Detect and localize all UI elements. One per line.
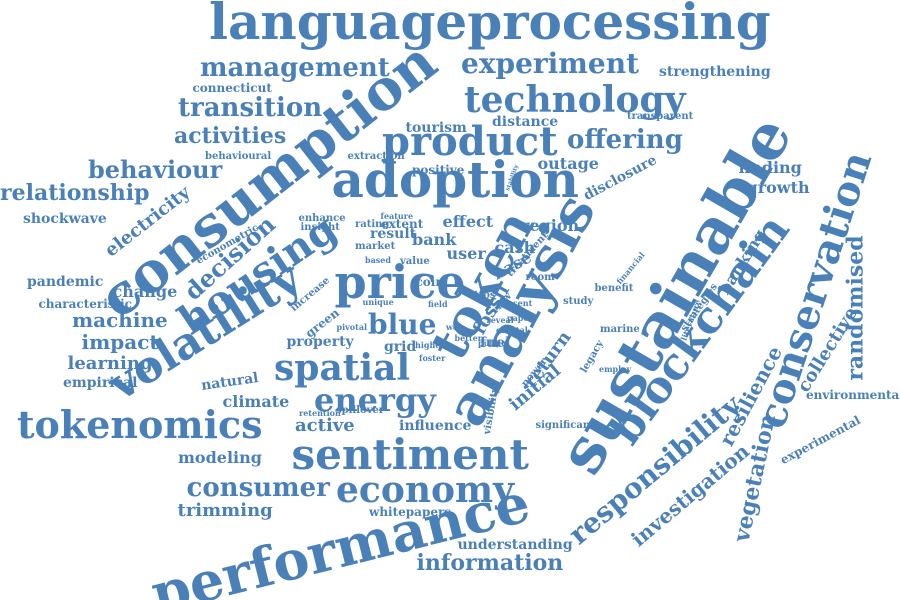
word-impact: impact <box>81 330 159 354</box>
word-tokenomics: tokenomics <box>17 402 263 447</box>
word-foster: foster <box>419 353 446 363</box>
word-user: user <box>446 244 486 263</box>
word-natural: natural <box>200 370 260 394</box>
word-room: room <box>525 272 555 283</box>
word-distance: distance <box>492 114 559 130</box>
word-employ: employ <box>599 364 632 374</box>
word-study: study <box>563 296 594 307</box>
word-spatial: spatial <box>274 347 411 389</box>
word-energy: energy <box>314 381 436 419</box>
word-tourism: tourism <box>405 120 467 136</box>
word-economy: economy <box>336 469 515 511</box>
word-positive: positive <box>412 163 465 177</box>
word-blue: blue <box>368 308 437 341</box>
word-adoption: adoption <box>331 150 579 209</box>
word-product: product <box>382 118 558 165</box>
word-market: market <box>355 241 396 252</box>
word-reveal: reveal <box>486 315 514 325</box>
word-spillover: spillover <box>336 405 385 416</box>
word-trimming: trimming <box>177 500 273 521</box>
word-empirical: empirical <box>63 375 138 391</box>
word-whitepapers: whitepapers <box>369 505 452 519</box>
word-connecticut: connecticut <box>192 81 272 95</box>
word-behaviour: behaviour <box>88 155 223 184</box>
word-public: public <box>478 338 506 348</box>
word-transparent: transparent <box>627 111 694 122</box>
word-coin: coin <box>415 275 445 289</box>
word-consumer: consumer <box>186 473 330 503</box>
word-extent: extent <box>381 217 424 231</box>
word-environmental: environmental <box>806 388 900 402</box>
word-finding: finding <box>738 158 802 177</box>
word-growth: growth <box>746 178 810 197</box>
word-grid: grid <box>384 339 417 355</box>
word-region: region <box>521 216 580 235</box>
word-strengthening: strengthening <box>659 64 771 80</box>
word-machine: machine <box>72 308 168 332</box>
word-paper: paper <box>507 313 533 323</box>
word-characteristic: characteristic <box>38 297 132 311</box>
word-understanding: understanding <box>457 537 573 553</box>
word-languageprocessing: languageprocessing <box>209 0 771 51</box>
word-behavioural: behavioural <box>205 151 272 162</box>
word-fuel: fuel <box>480 335 511 351</box>
word-ttos: ttos <box>474 290 496 301</box>
word-web: web <box>446 322 464 332</box>
word-price: price <box>334 255 466 309</box>
word-experiment: experiment <box>461 47 640 80</box>
word-sentiment: sentiment <box>291 430 529 479</box>
word-transition: transition <box>178 93 323 123</box>
word-significant: significant <box>535 420 595 431</box>
word-bank: bank <box>412 230 457 249</box>
word-higher: higher <box>415 340 445 350</box>
word-recent: recent <box>503 298 533 308</box>
word-better: better <box>454 333 482 343</box>
word-active: active <box>295 415 355 436</box>
word-influence: influence <box>399 418 472 434</box>
word-shockwave: shockwave <box>23 211 107 227</box>
word-change: change <box>112 282 178 301</box>
word-information: information <box>416 550 564 576</box>
word-result: result <box>370 226 417 242</box>
word-retention: retention <box>299 408 341 418</box>
word-insight: insight <box>300 222 340 233</box>
word-field: field <box>428 299 448 309</box>
word-value: value <box>400 256 430 267</box>
word-effect: effect <box>442 212 494 231</box>
word-pivotal: pivotal <box>336 322 368 332</box>
word-offering: offering <box>567 125 683 155</box>
word-learning: learning <box>67 353 153 374</box>
word-unique: unique <box>362 297 394 307</box>
word-enhance: enhance <box>298 213 346 224</box>
word-activities: activities <box>174 123 287 149</box>
word-marine: marine <box>600 324 640 335</box>
word-coastal: coastal <box>496 325 528 335</box>
word-rating: rating <box>355 219 390 230</box>
word-climate: climate <box>222 392 290 411</box>
word-relationship: relationship <box>0 180 150 206</box>
word-property: property <box>286 334 354 350</box>
word-management: management <box>200 53 390 83</box>
word-extraction: extraction <box>347 151 405 162</box>
word-modeling: modeling <box>178 448 262 467</box>
word-feature: feature <box>380 211 414 221</box>
word-pandemic: pandemic <box>27 274 104 290</box>
word-benefit: benefit <box>594 283 634 294</box>
word-outage: outage <box>537 154 599 173</box>
word-cash: cash <box>494 238 536 257</box>
word-technology: technology <box>464 79 686 121</box>
word-based: based <box>365 255 391 265</box>
